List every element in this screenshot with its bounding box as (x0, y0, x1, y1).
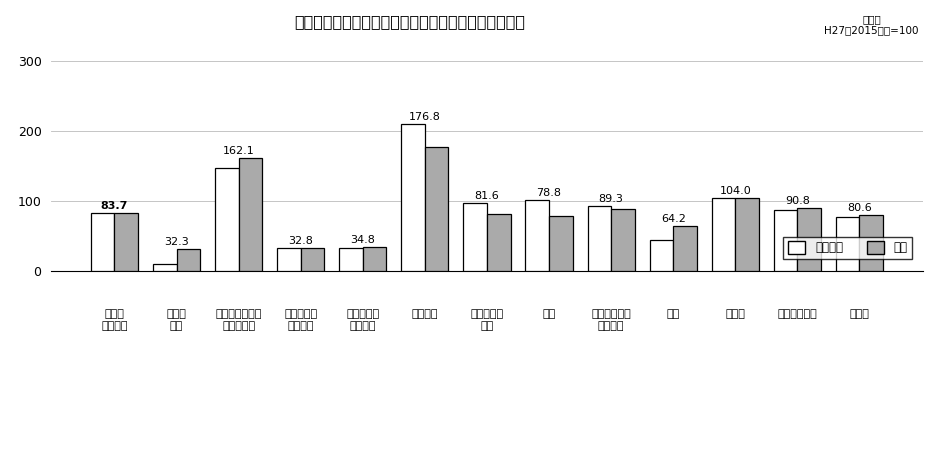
Text: 原指数
H27（2015）年=100: 原指数 H27（2015）年=100 (824, 14, 919, 36)
Text: 80.6: 80.6 (847, 203, 871, 213)
Text: 鉱工業
（総合）: 鉱工業 （総合） (102, 309, 128, 331)
Bar (673, 227, 697, 271)
Text: 業種別の生産指数（原指数）の当月と前年同月の比較: 業種別の生産指数（原指数）の当月と前年同月の比較 (295, 14, 526, 29)
Bar (239, 158, 262, 271)
Bar (735, 198, 759, 271)
Text: 化学: 化学 (542, 309, 555, 319)
Bar (859, 215, 884, 271)
Text: 89.3: 89.3 (598, 194, 624, 204)
Text: 32.8: 32.8 (288, 236, 313, 246)
Bar (774, 210, 798, 271)
Text: 輸送機械: 輸送機械 (412, 309, 438, 319)
Bar (277, 248, 301, 271)
Bar (487, 214, 511, 271)
Bar (526, 200, 549, 271)
Text: 木材・木製品: 木材・木製品 (777, 309, 817, 319)
Bar (176, 249, 200, 271)
Text: 繊維: 繊維 (666, 309, 679, 319)
Text: 窯業・土石
製品: 窯業・土石 製品 (471, 309, 503, 331)
Text: 電気・情報
通信機械: 電気・情報 通信機械 (347, 309, 379, 331)
Text: 81.6: 81.6 (474, 191, 500, 201)
Bar (363, 247, 387, 271)
Bar (611, 209, 635, 271)
Bar (798, 208, 821, 271)
Bar (115, 212, 138, 271)
Bar (836, 217, 859, 271)
Text: 104.0: 104.0 (720, 186, 751, 197)
Bar (215, 168, 239, 271)
Text: 32.3: 32.3 (164, 237, 189, 247)
Bar (463, 203, 487, 271)
Text: パルプ・紙・
紙加工品: パルプ・紙・ 紙加工品 (591, 309, 631, 331)
Text: 食料品: 食料品 (725, 309, 746, 319)
Bar (712, 198, 735, 271)
Text: その他: その他 (850, 309, 870, 319)
Bar (425, 147, 448, 271)
Text: 34.8: 34.8 (350, 235, 376, 245)
Bar (153, 264, 176, 271)
Bar (339, 248, 363, 271)
Text: 162.1: 162.1 (223, 146, 254, 155)
Text: 83.7: 83.7 (101, 201, 128, 211)
Text: 176.8: 176.8 (409, 111, 441, 122)
Legend: 前年同月, 当月: 前年同月, 当月 (783, 237, 912, 259)
Bar (650, 240, 673, 271)
Text: 78.8: 78.8 (537, 188, 562, 198)
Bar (587, 206, 611, 271)
Bar (549, 216, 572, 271)
Bar (402, 124, 425, 271)
Text: 90.8: 90.8 (785, 196, 810, 205)
Bar (91, 213, 115, 271)
Text: 鉄鋼・
金属: 鉄鋼・ 金属 (167, 309, 186, 331)
Text: 汎用・生産用・
業務用機械: 汎用・生産用・ 業務用機械 (215, 309, 262, 331)
Text: 64.2: 64.2 (661, 214, 686, 224)
Text: 電子部品・
デバイス: 電子部品・ デバイス (284, 309, 317, 331)
Bar (301, 249, 324, 271)
